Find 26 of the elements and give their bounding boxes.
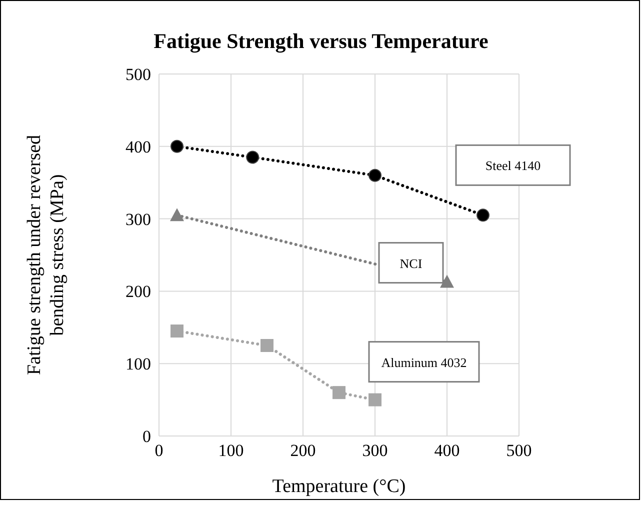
series-label: Aluminum 4032 (381, 354, 467, 370)
series-label: NCI (400, 256, 422, 271)
y-tick-label: 400 (126, 137, 151, 156)
point (368, 393, 382, 406)
x-tick-label: 200 (290, 441, 316, 460)
x-axis-title: Temperature (°C) (272, 476, 406, 497)
point (476, 208, 490, 222)
x-tick-label: 500 (506, 441, 532, 460)
x-tick-label: 0 (154, 441, 164, 460)
y-axis-title: Fatigue strength under reversed bending stress (MPa) (23, 134, 69, 378)
x-tick-label: 300 (362, 441, 388, 460)
y-tick-label: 500 (126, 65, 151, 84)
y-tick-label: 0 (142, 427, 151, 446)
y-tick-label: 200 (126, 282, 151, 302)
point (170, 140, 184, 153)
point (368, 168, 382, 182)
text: Steel 4140 (485, 158, 541, 174)
y-tick-label: 300 (126, 210, 151, 229)
point (260, 339, 274, 352)
chart-title: Fatigue Strength versus Temperature (152, 29, 490, 54)
x-tick-label: 400 (434, 441, 460, 460)
y-tick-label: 100 (126, 354, 151, 374)
point (246, 150, 260, 164)
point (170, 324, 184, 338)
x-tick-label: 100 (218, 441, 244, 460)
point (332, 386, 346, 400)
